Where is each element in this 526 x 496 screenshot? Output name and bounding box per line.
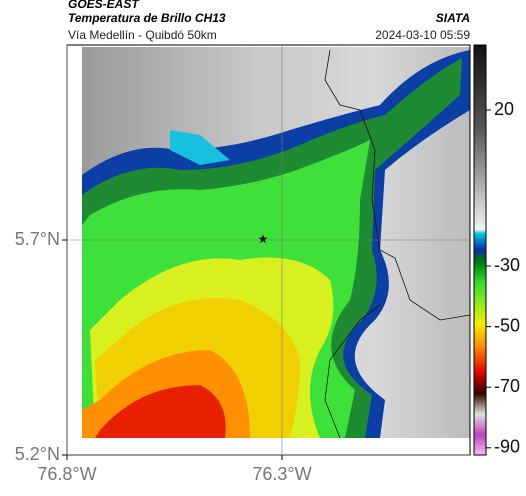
route: Vía Medellín - Quibdó 50km xyxy=(68,28,217,42)
colorbar-label: -30 xyxy=(494,255,520,275)
source: GOES-EAST xyxy=(68,0,140,11)
product: Temperatura de Brillo CH13 xyxy=(68,11,226,25)
lon-tick-label: 76.3°W xyxy=(252,464,311,484)
datetime: 2024-03-10 05:59 xyxy=(375,28,470,42)
colorbar xyxy=(473,44,487,456)
colorbar-label: -90 xyxy=(494,437,520,457)
colorbar-label: -50 xyxy=(494,315,520,335)
lon-tick-label: 76.8°W xyxy=(37,464,96,484)
star-marker: ★ xyxy=(258,232,269,246)
satellite-image xyxy=(82,47,470,438)
org: SIATA xyxy=(436,11,470,25)
colorbar-label: -70 xyxy=(494,376,520,396)
colorbar-label: 20 xyxy=(494,99,514,119)
lat-tick-label: 5.2°N xyxy=(15,444,60,464)
lat-tick-label: 5.7°N xyxy=(15,229,60,249)
